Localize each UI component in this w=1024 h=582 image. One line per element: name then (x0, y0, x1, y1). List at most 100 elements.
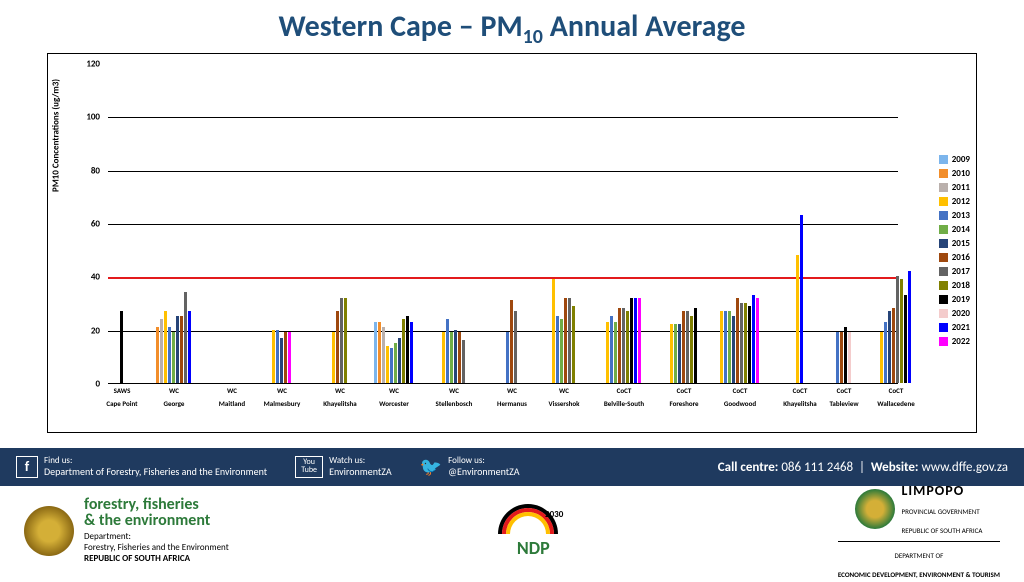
legend-item: 2017 (939, 266, 970, 277)
ndp-logo: 2030 NDP (498, 504, 568, 559)
bar (176, 316, 179, 383)
x-category-label: CoCTWallacedene (870, 386, 922, 408)
facebook-block: f Find us:Department of Forestry, Fisher… (16, 456, 267, 479)
station-bars (374, 316, 413, 383)
youtube-icon: YouTube (295, 456, 323, 478)
bar (606, 322, 609, 383)
dept-logo-block: forestry, fisheries & the environment De… (24, 497, 229, 564)
bar (168, 327, 171, 383)
dept-green2: & the environment (84, 513, 229, 529)
bar (880, 332, 883, 383)
bar (398, 338, 401, 383)
coat-of-arms-icon (24, 506, 74, 556)
x-category-label: WCWorcester (368, 386, 420, 408)
bar (394, 343, 397, 383)
call-val: 086 111 2468 (781, 460, 853, 475)
bar (284, 332, 287, 383)
bar (614, 322, 617, 383)
x-category-label: WCKhayelitsha (314, 386, 366, 408)
bar (156, 327, 159, 383)
bar (276, 330, 279, 383)
station-bars (836, 327, 851, 383)
bar (610, 316, 613, 383)
legend-item: 2019 (939, 294, 970, 305)
title-sub: 10 (523, 25, 543, 49)
lim-sub2: REPUBLIC OF SOUTH AFRICA (901, 526, 982, 535)
bar (732, 316, 735, 383)
dept-l2: Forestry, Fisheries and the Environment (84, 542, 229, 553)
bar (442, 332, 445, 383)
chart-frame: PM10 Concentrations (ug/m3) 020406080100… (47, 53, 977, 433)
y-axis-label: PM10 Concentrations (ug/m3) (51, 79, 62, 192)
x-category-label: CoCTForeshore (658, 386, 710, 408)
bar (180, 316, 183, 383)
bar (848, 332, 851, 383)
footer-right: Call centre: 086 111 2468 | Website: www… (718, 460, 1008, 475)
bar (172, 332, 175, 383)
bar (638, 298, 641, 383)
x-category-label: WCMaitland (206, 386, 258, 408)
legend-item: 2013 (939, 210, 970, 221)
bar (402, 319, 405, 383)
bar (682, 311, 685, 383)
bar (120, 311, 123, 383)
gridline (108, 117, 898, 118)
plot-area: 020406080100120 (108, 64, 898, 384)
bar (752, 295, 755, 383)
lim-dept2: ECONOMIC DEVELOPMENT, ENVIRONMENT & TOUR… (838, 570, 1000, 579)
title-post: Annual Average (543, 8, 746, 45)
station-bars (332, 298, 347, 383)
bar (744, 303, 747, 383)
y-tick-label: 60 (91, 219, 100, 230)
limpopo-crest-icon (855, 489, 895, 529)
y-tick-label: 80 (91, 165, 100, 176)
legend: 2009201020112012201320142015201620172018… (939, 154, 970, 350)
bar (280, 338, 283, 383)
bar (454, 330, 457, 383)
lim-sub: PROVINCIAL GOVERNMENT (901, 507, 979, 516)
gridline (108, 224, 898, 225)
bar (694, 308, 697, 383)
legend-item: 2020 (939, 308, 970, 319)
x-category-label: SAWSCape Point (96, 386, 148, 408)
bar (514, 311, 517, 383)
bar (844, 327, 847, 383)
bar (382, 327, 385, 383)
legend-item: 2009 (939, 154, 970, 165)
bar (724, 311, 727, 383)
lim-dept: DEPARTMENT OF (895, 551, 944, 560)
bar (390, 348, 393, 383)
web-val: www.dffe.gov.za (921, 460, 1008, 475)
legend-item: 2021 (939, 322, 970, 333)
bar (626, 311, 629, 383)
x-category-label: CoCTBelville-South (598, 386, 650, 408)
fb-text: Department of Forestry, Fisheries and th… (44, 466, 267, 478)
dept-l3: REPUBLIC OF SOUTH AFRICA (84, 553, 190, 564)
bar (458, 332, 461, 383)
bar (450, 332, 453, 383)
legend-item: 2015 (939, 238, 970, 249)
bar (678, 324, 681, 383)
bar (618, 308, 621, 383)
bar (556, 316, 559, 383)
facebook-icon: f (16, 456, 38, 478)
legend-item: 2011 (939, 182, 970, 193)
bar (510, 300, 513, 383)
bar (888, 311, 891, 383)
bar (892, 308, 895, 383)
y-tick-label: 40 (91, 272, 100, 283)
twitter-block: 🐦 Follow us:@EnvironmentZA (420, 456, 520, 479)
bar (568, 298, 571, 383)
page-title: Western Cape – PM10 Annual Average (0, 0, 1024, 53)
logo-row: forestry, fisheries & the environment De… (0, 486, 1024, 576)
bar (188, 311, 191, 383)
station-bars (506, 300, 517, 383)
x-category-label: CoCTTableview (818, 386, 870, 408)
station-bars (880, 271, 911, 383)
station-bars (272, 330, 291, 383)
station-bars (796, 215, 803, 383)
y-tick-label: 100 (86, 112, 100, 123)
bar (288, 332, 291, 383)
legend-item: 2018 (939, 280, 970, 291)
bar (332, 332, 335, 383)
